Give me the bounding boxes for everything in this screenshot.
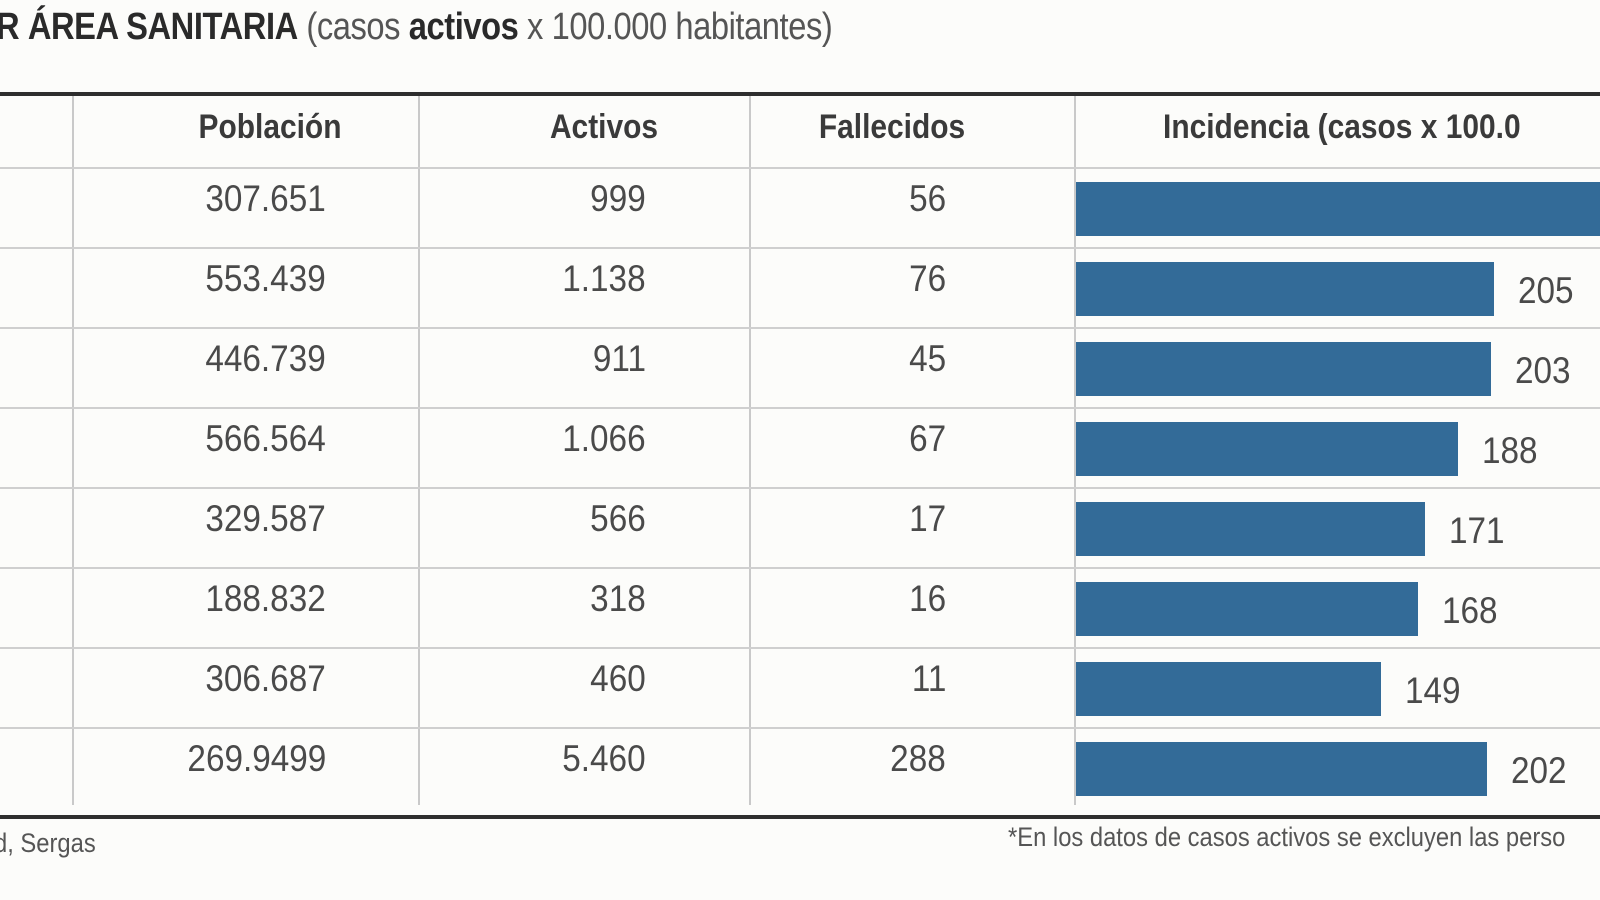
incidence-bar	[1076, 502, 1425, 556]
row-separator	[0, 647, 1600, 649]
header-fallecidos: Fallecidos	[818, 108, 966, 146]
title-bold-word: activos	[408, 6, 519, 48]
cell-activos: 1.138	[562, 258, 646, 299]
header-incidencia: Incidencia (casos x 100.0	[1163, 108, 1521, 146]
header-poblacion: Población	[198, 108, 342, 146]
incidence-bar	[1076, 342, 1491, 396]
column-divider	[418, 96, 420, 805]
cell-poblacion: 307.651	[205, 178, 326, 219]
cell-activos: 318	[590, 578, 646, 619]
row-separator	[0, 567, 1600, 569]
incidence-label: 168	[1442, 590, 1498, 631]
incidence-label: 188	[1482, 430, 1538, 471]
row-separator	[0, 327, 1600, 329]
title-light-1: (casos	[297, 6, 409, 48]
bottom-rule	[0, 815, 1600, 819]
cell-fallecidos: 56	[908, 178, 946, 219]
incidence-bar	[1076, 582, 1418, 636]
chart-title: R ÁREA SANITARIA (casos activos x 100.00…	[0, 6, 833, 49]
column-divider	[72, 96, 74, 805]
cell-fallecidos: 76	[908, 258, 946, 299]
source-note: d, Sergas	[0, 828, 96, 858]
title-light-2: x 100.000 habitantes)	[518, 6, 833, 48]
cell-fallecidos: 67	[908, 418, 946, 459]
cell-activos: 5.460	[562, 738, 646, 779]
cell-fallecidos: 288	[890, 738, 946, 779]
cell-poblacion: 306.687	[205, 658, 326, 699]
cell-poblacion: 566.564	[205, 418, 326, 459]
incidence-bar	[1076, 742, 1487, 796]
row-separator	[0, 407, 1600, 409]
row-separator	[0, 727, 1600, 729]
incidence-label: 149	[1405, 670, 1461, 711]
cell-fallecidos: 17	[908, 498, 946, 539]
cell-poblacion: 553.439	[205, 258, 326, 299]
cell-fallecidos: 45	[908, 338, 946, 379]
cell-activos: 911	[592, 338, 646, 379]
cell-fallecidos: 11	[911, 658, 946, 699]
incidence-label: 203	[1515, 350, 1571, 391]
column-divider	[1074, 96, 1076, 805]
incidence-label: 205	[1518, 270, 1574, 311]
cell-activos: 1.066	[562, 418, 646, 459]
cell-fallecidos: 16	[908, 578, 946, 619]
cell-activos: 999	[590, 178, 646, 219]
cell-poblacion: 188.832	[205, 578, 326, 619]
top-rule	[0, 92, 1600, 96]
incidence-bar	[1076, 262, 1494, 316]
column-divider	[749, 96, 751, 805]
incidence-label: 171	[1449, 510, 1505, 551]
row-separator	[0, 247, 1600, 249]
cell-poblacion: 329.587	[205, 498, 326, 539]
incidence-bar	[1076, 422, 1458, 476]
cell-poblacion: 446.739	[205, 338, 326, 379]
row-separator	[0, 167, 1600, 169]
cell-activos: 460	[590, 658, 646, 699]
header-activos: Activos	[549, 108, 659, 146]
cell-poblacion: 269.9499	[187, 738, 326, 779]
incidence-label: 202	[1511, 750, 1567, 791]
cell-activos: 566	[590, 498, 646, 539]
incidence-bar	[1076, 662, 1381, 716]
row-separator	[0, 487, 1600, 489]
title-bold: R ÁREA SANITARIA	[0, 6, 298, 48]
incidence-bar	[1076, 182, 1600, 236]
footnote: *En los datos de casos activos se excluy…	[1008, 822, 1566, 852]
